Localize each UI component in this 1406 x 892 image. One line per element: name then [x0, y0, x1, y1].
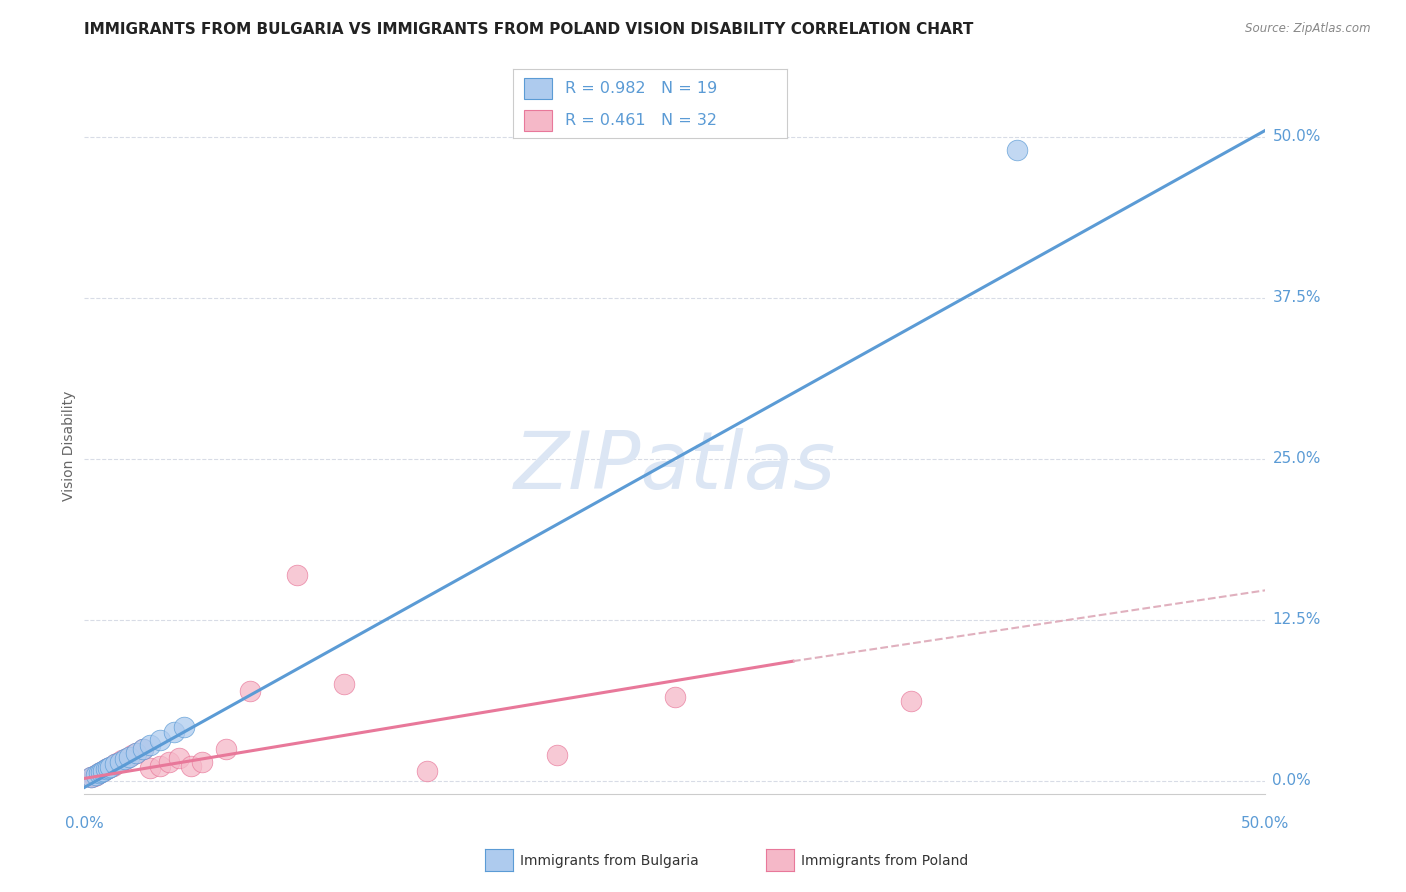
Text: Immigrants from Poland: Immigrants from Poland	[801, 854, 969, 868]
Text: 12.5%: 12.5%	[1272, 613, 1320, 627]
Point	[114, 752, 136, 766]
Point	[191, 755, 214, 769]
Point	[97, 761, 120, 775]
Point	[416, 764, 439, 778]
Point	[90, 764, 112, 779]
Point	[104, 757, 127, 772]
Point	[333, 677, 356, 691]
Point	[94, 763, 117, 777]
Text: 0.0%: 0.0%	[1272, 773, 1312, 789]
Text: 50.0%: 50.0%	[1272, 129, 1320, 145]
Point	[118, 749, 141, 764]
Point	[98, 760, 121, 774]
FancyBboxPatch shape	[524, 78, 551, 99]
Point	[97, 761, 120, 775]
Point	[125, 746, 148, 760]
Point	[149, 758, 172, 772]
Point	[84, 767, 107, 781]
Point	[167, 751, 190, 765]
Point	[546, 748, 568, 763]
Point	[108, 755, 131, 769]
Point	[108, 755, 131, 769]
FancyBboxPatch shape	[524, 111, 551, 131]
Text: R = 0.982   N = 19: R = 0.982 N = 19	[565, 80, 717, 95]
Point	[107, 756, 129, 770]
Y-axis label: Vision Disability: Vision Disability	[62, 391, 76, 501]
Point	[87, 766, 110, 780]
Point	[91, 764, 114, 778]
Point	[285, 567, 308, 582]
Text: 25.0%: 25.0%	[1272, 451, 1320, 467]
Point	[139, 761, 162, 775]
Point	[111, 753, 134, 767]
Point	[90, 764, 112, 779]
Point	[1007, 143, 1029, 157]
Text: 37.5%: 37.5%	[1272, 290, 1320, 305]
Point	[239, 683, 262, 698]
Point	[180, 758, 202, 772]
Point	[87, 766, 110, 780]
Text: 0.0%: 0.0%	[65, 816, 104, 831]
Point	[125, 746, 148, 760]
Point	[91, 764, 114, 778]
Point	[98, 760, 121, 774]
Point	[900, 694, 922, 708]
Point	[83, 769, 105, 783]
Point	[215, 741, 238, 756]
Point	[84, 767, 107, 781]
Text: R = 0.461   N = 32: R = 0.461 N = 32	[565, 113, 717, 128]
Point	[664, 690, 686, 705]
Text: Source: ZipAtlas.com: Source: ZipAtlas.com	[1246, 22, 1371, 36]
Point	[80, 770, 103, 784]
Point	[121, 748, 143, 763]
Text: ZIPatlas: ZIPatlas	[513, 428, 837, 506]
Point	[80, 770, 103, 784]
Point	[139, 738, 162, 752]
Point	[101, 758, 124, 772]
Point	[104, 757, 127, 772]
Point	[163, 725, 186, 739]
Text: Immigrants from Bulgaria: Immigrants from Bulgaria	[520, 854, 699, 868]
Point	[173, 720, 195, 734]
Text: IMMIGRANTS FROM BULGARIA VS IMMIGRANTS FROM POLAND VISION DISABILITY CORRELATION: IMMIGRANTS FROM BULGARIA VS IMMIGRANTS F…	[84, 22, 974, 37]
Point	[132, 741, 155, 756]
Point	[132, 741, 155, 756]
Text: 50.0%: 50.0%	[1241, 816, 1289, 831]
Point	[157, 755, 180, 769]
Point	[94, 763, 117, 777]
Point	[149, 732, 172, 747]
Point	[115, 751, 138, 765]
